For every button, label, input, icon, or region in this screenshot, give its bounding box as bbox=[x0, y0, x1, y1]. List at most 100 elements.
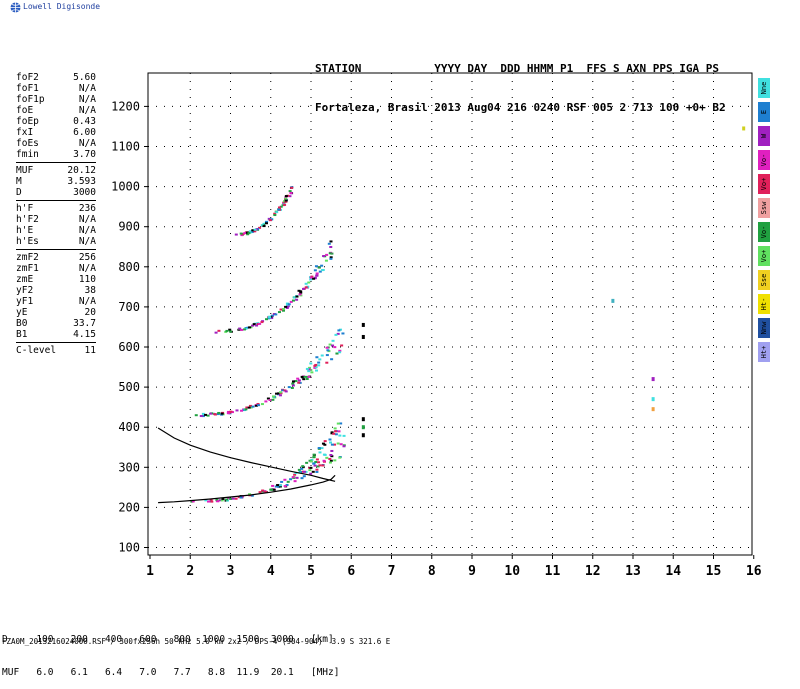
param-name: D bbox=[16, 187, 22, 198]
param-name: zmF2 bbox=[16, 252, 39, 263]
echo-point bbox=[258, 491, 262, 494]
legend-item: Vo+ bbox=[758, 246, 770, 266]
echo-point bbox=[268, 316, 272, 319]
echo-point bbox=[299, 291, 303, 294]
param-name: zmF1 bbox=[16, 263, 39, 274]
echo-point bbox=[258, 322, 262, 325]
echo-point bbox=[278, 394, 282, 397]
echo-point bbox=[310, 275, 314, 278]
brand: Lowell Digisonde bbox=[10, 2, 100, 13]
y-tick-label: 900 bbox=[118, 220, 140, 234]
echo-point bbox=[265, 222, 269, 225]
param-row: B0 33.7 bbox=[16, 318, 96, 329]
echo-point bbox=[214, 331, 218, 334]
echo-point bbox=[333, 346, 337, 349]
echo-point bbox=[285, 302, 289, 305]
echo-point bbox=[337, 430, 341, 433]
echo-point bbox=[262, 222, 266, 225]
echo-point bbox=[296, 377, 300, 380]
echo-point bbox=[265, 318, 269, 321]
echo-point bbox=[253, 228, 257, 231]
echo-point bbox=[310, 371, 314, 374]
echo-point bbox=[333, 443, 337, 446]
echo-point bbox=[261, 489, 265, 492]
param-name: foEp bbox=[16, 116, 39, 127]
echo-point bbox=[307, 370, 311, 373]
echo-point bbox=[231, 497, 235, 500]
echo-point bbox=[199, 415, 203, 418]
echo-point bbox=[280, 480, 284, 483]
echo-point bbox=[309, 466, 313, 469]
echo-point bbox=[201, 412, 205, 415]
echo-point bbox=[286, 304, 290, 307]
legend-item: Nnw bbox=[758, 318, 770, 338]
echo-point bbox=[275, 211, 279, 214]
echo-point bbox=[304, 286, 308, 289]
echo-point bbox=[244, 408, 248, 411]
x-tick-label: 8 bbox=[428, 564, 436, 579]
param-row: B1 4.15 bbox=[16, 329, 96, 340]
echo-point bbox=[309, 362, 313, 365]
legend-label: Ht- bbox=[760, 297, 768, 311]
legend-label: Nnw bbox=[760, 321, 768, 335]
echo-point bbox=[270, 314, 274, 317]
echo-point bbox=[311, 470, 315, 473]
echo-point bbox=[264, 400, 268, 403]
echo-point bbox=[321, 269, 325, 272]
param-name: fmin bbox=[16, 149, 39, 160]
param-row: fxI 6.00 bbox=[16, 127, 96, 138]
x-tick-label: 11 bbox=[545, 564, 561, 579]
echo-point bbox=[317, 361, 321, 364]
echo-point bbox=[289, 478, 293, 481]
echo-point bbox=[225, 329, 229, 332]
y-tick-label: 400 bbox=[118, 420, 140, 434]
param-name: foEs bbox=[16, 138, 39, 149]
echo-point bbox=[281, 389, 285, 392]
echo-point bbox=[336, 422, 340, 425]
echo-point bbox=[308, 469, 312, 472]
echo-point bbox=[302, 475, 306, 478]
echo-point bbox=[339, 422, 343, 425]
param-row: h'F2 N/A bbox=[16, 214, 96, 225]
echo-point bbox=[338, 434, 342, 437]
echo-point bbox=[328, 343, 332, 346]
echo-point bbox=[329, 256, 333, 259]
echo-point bbox=[273, 212, 277, 215]
echo-point bbox=[204, 413, 208, 416]
echo-point bbox=[220, 413, 224, 416]
x-tick-label: 13 bbox=[625, 564, 641, 579]
y-tick-label: 600 bbox=[118, 340, 140, 354]
echo-point bbox=[297, 468, 301, 471]
param-row: foF2 5.60 bbox=[16, 72, 96, 83]
isolated-echo-point bbox=[361, 433, 365, 438]
legend-item: Vo- bbox=[758, 150, 770, 170]
isolated-echo-point bbox=[361, 417, 365, 422]
echo-point bbox=[325, 361, 329, 364]
y-tick-label: 100 bbox=[118, 541, 140, 555]
echo-point bbox=[265, 220, 269, 223]
header-labels: STATION YYYY DAY DDD HHMM P1 FFS S AXN P… bbox=[315, 62, 719, 75]
echo-point bbox=[252, 323, 256, 326]
echo-point bbox=[221, 497, 225, 500]
legend-label: Vo- bbox=[760, 225, 768, 239]
isolated-echo-point bbox=[611, 298, 615, 303]
echo-point bbox=[258, 226, 262, 229]
legend-item: Vo- bbox=[758, 222, 770, 242]
param-name: yF2 bbox=[16, 285, 34, 296]
echo-point bbox=[271, 395, 275, 398]
echo-point bbox=[291, 382, 295, 385]
echo-point bbox=[234, 497, 238, 500]
echo-point bbox=[299, 294, 303, 297]
param-name: yE bbox=[16, 307, 28, 318]
echo-point bbox=[284, 390, 288, 393]
echo-point bbox=[204, 499, 208, 502]
echo-point bbox=[274, 485, 278, 488]
echo-point bbox=[315, 274, 319, 277]
echo-point bbox=[336, 442, 340, 445]
echo-point bbox=[213, 413, 217, 416]
echo-point bbox=[297, 289, 301, 292]
echo-point bbox=[238, 327, 242, 330]
echo-point bbox=[240, 234, 244, 237]
echo-point bbox=[301, 376, 305, 379]
echo-point bbox=[277, 206, 281, 209]
